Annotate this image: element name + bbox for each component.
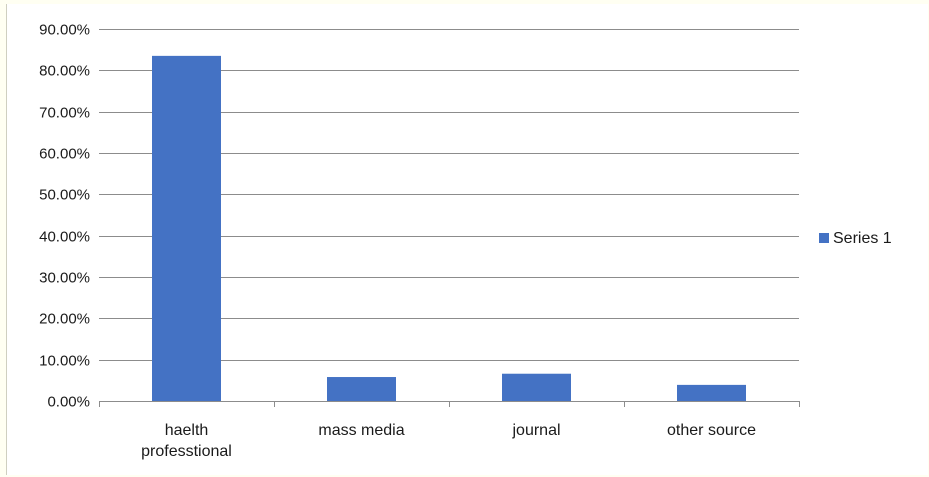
bar	[677, 384, 746, 401]
legend-label: Series 1	[833, 230, 892, 247]
bars	[152, 55, 746, 401]
x-category-label: haelth professtional	[141, 422, 232, 460]
legend: Series 1	[819, 230, 892, 247]
y-tick-label: 0.00%	[47, 394, 90, 411]
x-category-label: other source	[667, 422, 756, 439]
y-tick-label: 40.00%	[39, 229, 90, 246]
x-category-label: mass media	[318, 422, 404, 439]
x-category-label: journal	[511, 422, 560, 439]
y-tick-label: 20.00%	[39, 311, 90, 328]
y-tick-label: 80.00%	[39, 63, 90, 80]
y-tick-label: 70.00%	[39, 105, 90, 122]
bar	[327, 377, 396, 401]
legend-swatch	[819, 233, 829, 243]
x-axis	[99, 401, 800, 407]
x-axis-category-labels: haelth professtional mass media journal othe…	[141, 422, 756, 460]
y-tick-label: 50.00%	[39, 187, 90, 204]
bar	[152, 55, 221, 401]
y-tick-label: 90.00%	[39, 22, 90, 39]
y-tick-label: 10.00%	[39, 353, 90, 370]
bar-chart: 0.00% 10.00% 20.00% 30.00% 40.00% 50.00% 60.00…	[39, 22, 892, 461]
bar	[502, 373, 571, 401]
y-axis-tick-labels: 0.00% 10.00% 20.00% 30.00% 40.00% 50.00% 60.00…	[39, 22, 90, 411]
y-tick-label: 60.00%	[39, 146, 90, 163]
chart-area: 0.00% 10.00% 20.00% 30.00% 40.00% 50.00% 60.00…	[6, 4, 928, 475]
y-tick-label: 30.00%	[39, 270, 90, 287]
